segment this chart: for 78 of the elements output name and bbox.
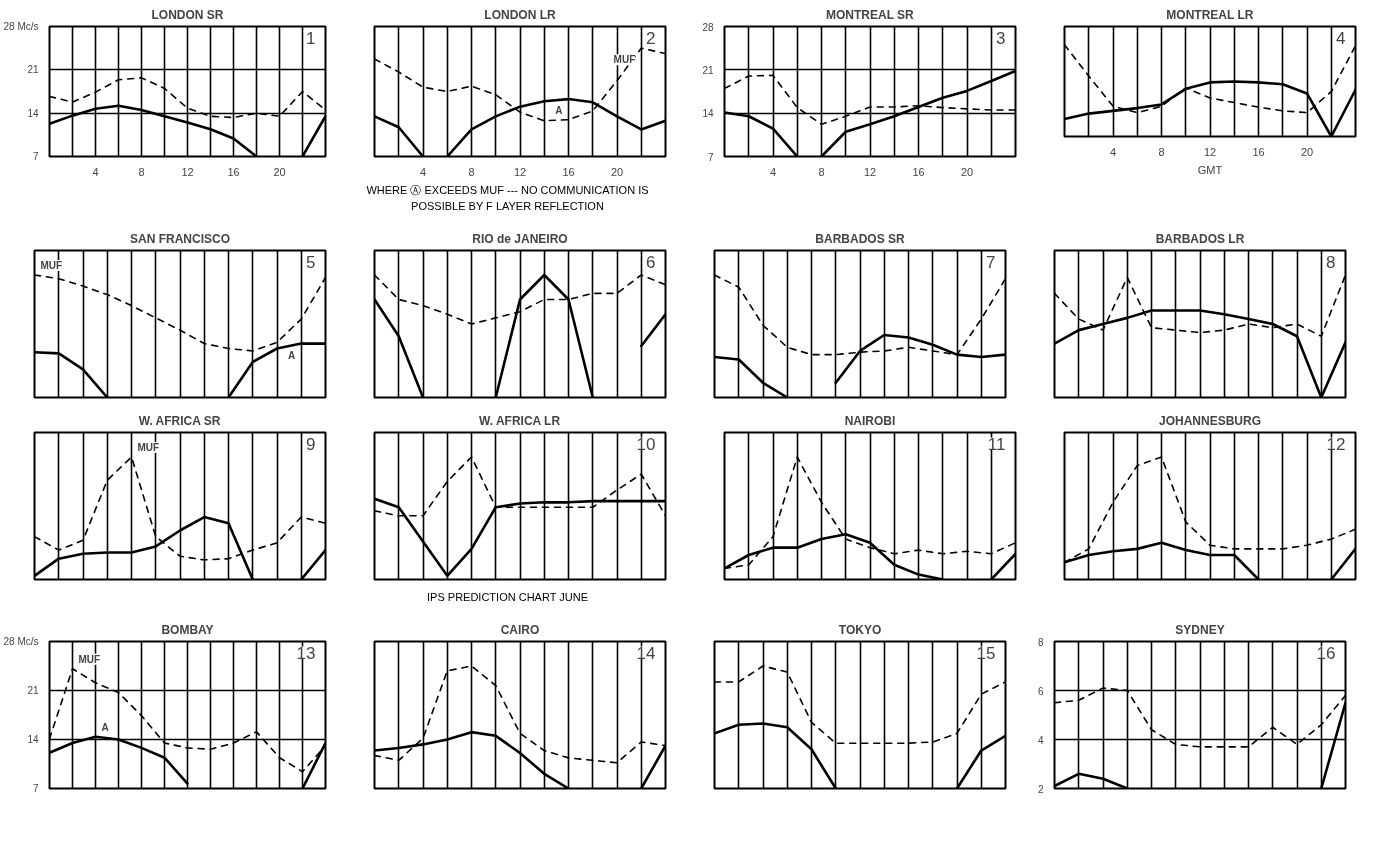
chart-title: CAIRO [500, 622, 540, 637]
y-tick-label: 28 Mc/s [3, 21, 39, 32]
series-label: MUF [78, 653, 101, 665]
y-tick-label: 21 [27, 684, 39, 696]
chart-title: SAN FRANCISCO [130, 231, 231, 246]
chart-title: W. AFRICA LR [479, 413, 561, 428]
chart-subtitle: 2 [646, 28, 656, 48]
x-tick-label: 4 [419, 165, 427, 178]
series-label: MUF [613, 54, 636, 66]
chart-subtitle: 11 [987, 434, 1006, 454]
series-label: MUF [137, 441, 160, 453]
y-tick-label: 14 [702, 108, 714, 120]
chart-title: NAIROBI [844, 413, 896, 428]
y-tick-label: 7 [707, 151, 714, 163]
x-tick-label: 8 [818, 165, 825, 178]
chart-subtitle: 14 [636, 643, 656, 663]
x-tick-label: 16 [227, 165, 240, 178]
x-tick-label: 16 [912, 165, 925, 178]
y-tick-label: 21 [27, 64, 39, 76]
chart-subtitle: 15 [976, 643, 996, 663]
chart-subtitle: 10 [636, 434, 656, 454]
y-tick-label: 14 [27, 733, 39, 745]
x-tick-label: 12 [1203, 145, 1217, 158]
chart-title: MONTREAL LR [1166, 7, 1254, 22]
x-tick-label: 4 [769, 165, 777, 178]
chart-subtitle: 16 [1316, 643, 1336, 663]
x-tick-label: 4 [1109, 145, 1117, 158]
chart-title: W. AFRICA SR [138, 413, 221, 428]
x-tick-label: 20 [1300, 145, 1314, 158]
chart-title: BOMBAY [161, 622, 214, 637]
y-tick-label: 2 [1037, 783, 1044, 795]
x-tick-label: 20 [273, 165, 286, 178]
x-tick-label: 16 [562, 165, 575, 178]
y-tick-label: 14 [27, 107, 39, 119]
y-tick-label: 6 [1037, 685, 1044, 697]
x-tick-label: 12 [513, 165, 527, 178]
chart-subtitle: 1 [306, 28, 316, 48]
x-tick-label: 8 [138, 165, 145, 178]
chart-title: LONDON LR [484, 7, 556, 22]
chart-subtitle: 4 [1336, 28, 1346, 48]
chart-title: MONTREAL SR [826, 7, 915, 22]
chart-title: JOHANNESBURG [1158, 413, 1262, 428]
chart-title: LONDON SR [151, 7, 224, 22]
chart-subtitle: 9 [306, 434, 316, 454]
x-tick-label: 20 [960, 165, 974, 178]
x-tick-label: 12 [863, 165, 877, 178]
y-tick-label: 21 [702, 64, 714, 76]
x-tick-label: 16 [1252, 145, 1265, 158]
y-tick-label: 28 [702, 21, 714, 33]
chart-title: BARBADOS LR [1155, 231, 1245, 246]
x-axis-title: GMT [1197, 163, 1223, 176]
series-label: MUF [40, 259, 63, 271]
series-label: A [555, 105, 563, 117]
y-tick-label: 7 [32, 782, 39, 794]
chart-title: RIO de JANEIRO [472, 231, 568, 246]
chart-subtitle: 7 [986, 252, 996, 272]
y-tick-label: 4 [1037, 734, 1044, 746]
y-tick-label: 7 [32, 151, 39, 162]
x-tick-label: 12 [181, 165, 194, 178]
y-tick-label: 8 [1037, 636, 1044, 648]
text: IPS PREDICTION CHART JUNE [426, 589, 589, 605]
series-label: A [101, 721, 109, 733]
chart-title: SYDNEY [1175, 622, 1225, 637]
chart-title: BARBADOS SR [815, 231, 905, 246]
series-label: A [288, 349, 296, 361]
y-tick-label: 28 Mc/s [3, 635, 39, 647]
chart-subtitle: 8 [1326, 252, 1336, 272]
chart-title: TOKYO [838, 622, 882, 637]
x-tick-label: 4 [92, 165, 99, 178]
x-tick-label: 8 [1158, 145, 1165, 158]
x-tick-label: 20 [610, 165, 624, 178]
x-tick-label: 8 [468, 165, 475, 178]
chart-subtitle: 5 [306, 252, 316, 272]
chart-subtitle: 13 [296, 643, 316, 663]
chart-subtitle: 12 [1326, 434, 1346, 454]
chart-subtitle: 3 [996, 28, 1006, 48]
chart-subtitle: 6 [646, 252, 656, 272]
text: WHERE Ⓐ EXCEEDS MUF --- NO COMMUNICATION IS POSSIBLE BY F LAYER REFLECTION [365, 183, 650, 214]
